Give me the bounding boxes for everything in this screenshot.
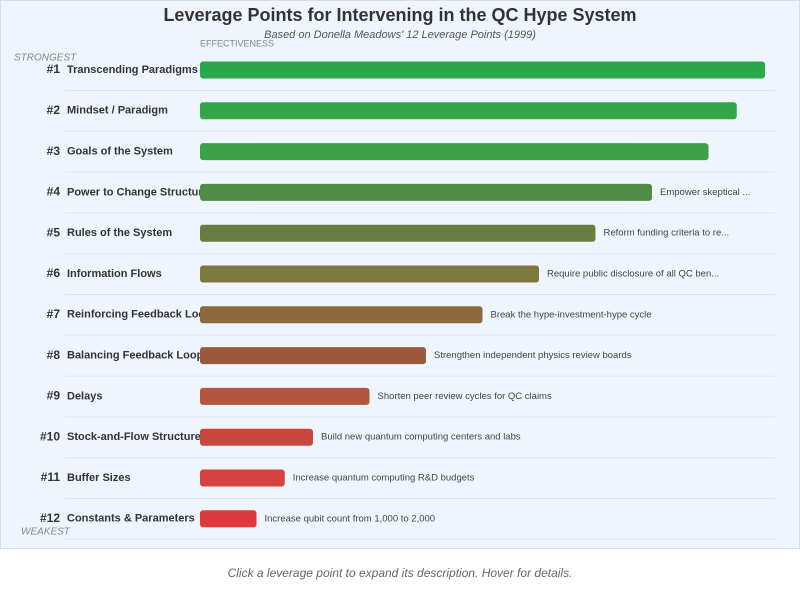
description: Strengthen independent physics review bo…	[434, 350, 632, 361]
subtitle: Based on Donella Meadows' 12 Leverage Po…	[264, 29, 536, 41]
bar[interactable]	[200, 469, 285, 487]
bar[interactable]	[200, 265, 539, 283]
rank-label: #6	[47, 266, 61, 280]
bar[interactable]	[200, 387, 370, 405]
category-label[interactable]: Information Flows	[67, 268, 162, 280]
rank-label: #2	[47, 103, 61, 117]
bar[interactable]	[200, 510, 257, 528]
category-label[interactable]: Delays	[67, 390, 102, 402]
rank-label: #4	[47, 185, 61, 199]
category-label[interactable]: Buffer Sizes	[67, 472, 131, 484]
description: Build new quantum computing centers and …	[321, 432, 521, 443]
bar[interactable]	[200, 143, 709, 161]
description: Reform funding criteria to re...	[604, 228, 730, 239]
rank-label: #3	[47, 144, 61, 158]
bar[interactable]	[200, 224, 596, 242]
category-label[interactable]: Goals of the System	[67, 146, 173, 158]
rank-label: #10	[40, 429, 60, 443]
category-label[interactable]: Reinforcing Feedback Loops	[67, 309, 218, 321]
bar[interactable]	[200, 306, 483, 324]
bar[interactable]	[200, 347, 426, 365]
description: Break the hype-investment-hype cycle	[491, 309, 652, 320]
rank-label: #7	[47, 307, 61, 321]
category-label[interactable]: Balancing Feedback Loops	[67, 350, 209, 362]
rank-label: #1	[47, 62, 61, 76]
rank-label: #5	[47, 225, 61, 239]
bar[interactable]	[200, 61, 765, 79]
footer: Click a leverage point to expand its des…	[228, 566, 573, 580]
rank-label: #12	[40, 511, 60, 525]
category-label[interactable]: Stock-and-Flow Structures	[67, 431, 207, 443]
description: Require public disclosure of all QC ben.…	[547, 269, 719, 280]
bar[interactable]	[200, 183, 652, 201]
bar[interactable]	[200, 102, 737, 120]
chart-title: Leverage Points for Intervening in the Q…	[163, 5, 636, 25]
rank-label: #11	[41, 470, 61, 484]
bottom-label: WEAKEST	[21, 527, 71, 538]
category-label[interactable]: Constants & Parameters	[67, 513, 195, 525]
bar[interactable]	[200, 428, 313, 446]
rank-label: #9	[47, 389, 61, 403]
rank-label: #8	[47, 348, 61, 362]
description: Empower skeptical ...	[660, 187, 750, 198]
axis-label: EFFECTIVENESS	[200, 38, 274, 48]
category-label[interactable]: Power to Change Structure	[67, 186, 209, 198]
category-label[interactable]: Rules of the System	[67, 227, 172, 239]
top-label: STRONGEST	[14, 53, 77, 64]
description: Increase quantum computing R&D budgets	[293, 473, 475, 484]
category-label[interactable]: Mindset / Paradigm	[67, 105, 168, 117]
description: Increase qubit count from 1,000 to 2,000	[265, 513, 436, 524]
category-label[interactable]: Transcending Paradigms	[67, 64, 198, 76]
description: Shorten peer review cycles for QC claims	[378, 391, 552, 402]
